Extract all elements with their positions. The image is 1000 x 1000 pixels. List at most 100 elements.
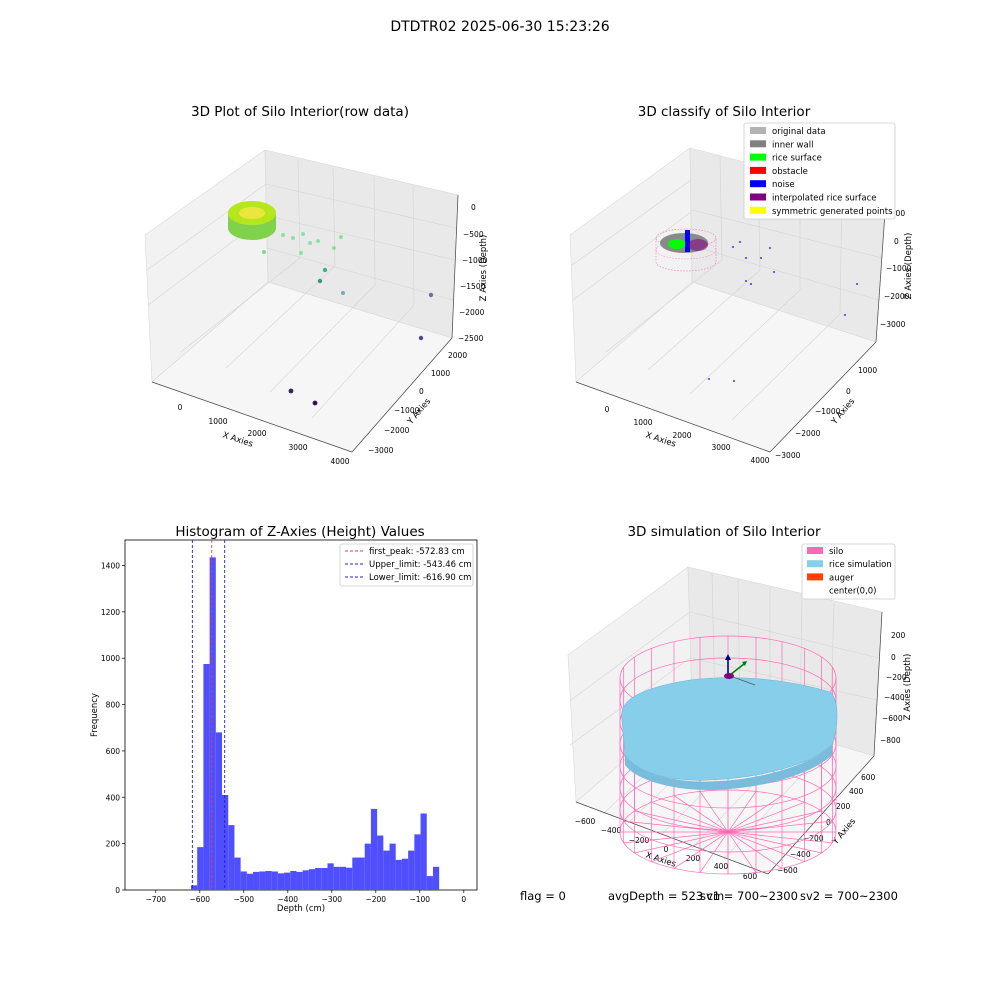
silo-wireframe-mid: [655, 240, 717, 260]
silo-floor-spoke: [623, 820, 833, 844]
histogram-bar: [209, 557, 216, 890]
noise-point: [844, 314, 846, 316]
auger-z-arrow-head: [725, 654, 731, 660]
x-tick: 200: [686, 854, 701, 863]
axis-lines-raw: [151, 194, 459, 453]
rice-surface-edge: [625, 745, 832, 791]
data-point: [281, 233, 285, 237]
z-tick: −500: [463, 230, 484, 239]
y-tick: 2000: [448, 351, 467, 360]
y-tick: −200: [803, 834, 824, 843]
histogram-vlines: [191, 540, 226, 890]
x-tick: −600: [575, 817, 596, 826]
panel-histogram: Histogram of Z-Axies (Height) Values −70…: [90, 524, 478, 914]
noise-column: [685, 230, 690, 252]
interpolated-blob: [688, 239, 708, 251]
legend-classify: original data inner wall rice surface obsta…: [743, 122, 896, 220]
x-tick: 600: [743, 872, 758, 881]
y-tick: 600: [861, 773, 876, 782]
histogram-bar: [234, 857, 241, 890]
y-tick: 0: [826, 818, 831, 827]
histogram-bar: [277, 873, 285, 890]
legend-swatch: [750, 153, 766, 161]
z-tick: 0: [471, 203, 476, 212]
z-tick: −400: [884, 693, 905, 702]
x-tick: 4000: [750, 456, 769, 465]
y-ticks-simulation: −600 −400 −200 0 200 400 600: [777, 773, 876, 875]
x-tick-label: −600: [189, 895, 210, 904]
histogram-bar: [327, 863, 334, 890]
z-tick: −2000: [459, 308, 485, 317]
histogram-bar: [197, 847, 204, 890]
cloud-wall: [228, 213, 276, 240]
histogram-bar: [240, 871, 247, 890]
x-tick: 4000: [330, 457, 349, 466]
legend-label: rice surface: [772, 154, 822, 164]
rice-surface-blob: [668, 239, 686, 249]
x-tick: 1000: [633, 418, 652, 427]
data-point: [288, 388, 294, 394]
legend-label: first_peak: -572.83 cm: [369, 547, 465, 557]
rice-simulation-surface: [621, 677, 838, 791]
data-point: [262, 250, 266, 254]
histogram-bar: [308, 869, 316, 890]
histogram-bar: [432, 866, 440, 890]
z-axis-label-raw: Z Axies (Depth): [479, 235, 489, 302]
x-tick: 1000: [208, 417, 227, 426]
noise-point: [733, 380, 735, 382]
z-tick: −2000: [884, 292, 910, 301]
x-tick: 3000: [288, 443, 307, 452]
panel-classify: 3D classify of Silo Interior 0 1000 2000…: [569, 104, 914, 465]
histogram-bar: [259, 871, 266, 890]
histogram-bars: [191, 557, 440, 890]
histogram-bar: [339, 866, 347, 890]
legend-swatch: [807, 573, 823, 581]
data-point: [312, 400, 318, 406]
histogram-bar: [395, 859, 402, 890]
data-point: [291, 236, 295, 240]
y-tick: −3000: [368, 446, 394, 455]
data-point: [332, 246, 336, 250]
y-tick-label: 200: [106, 840, 121, 849]
histogram-bar: [383, 850, 390, 890]
noise-point: [769, 247, 771, 249]
figure-suptitle: DTDTR02 2025-06-30 15:23:26: [390, 19, 609, 35]
data-point: [317, 278, 323, 284]
x-tick-label: −700: [145, 895, 166, 904]
rice-surface: [621, 677, 838, 781]
histogram-title: Histogram of Z-Axies (Height) Values: [175, 524, 424, 540]
z-axis-label-classify: Z Axies (Depth): [904, 233, 914, 300]
histogram-bar: [377, 835, 384, 890]
auger-marker: [724, 654, 756, 686]
y-tick: −2000: [384, 426, 410, 435]
x-tick-label: −500: [233, 895, 254, 904]
x-tick: 3000: [711, 443, 730, 452]
simulation-title: 3D simulation of Silo Interior: [627, 524, 821, 540]
z-ticks-classify: −3000 −2000 −1000 0 1000: [880, 209, 912, 329]
z-tick: −1000: [462, 256, 488, 265]
z-tick: −800: [880, 736, 901, 745]
y-tick-label: 1200: [101, 608, 120, 617]
panel-raw-data: 3D Plot of Silo Interior(row data) 0 100…: [144, 104, 489, 466]
legend-frame: [743, 122, 896, 220]
legend-label: noise: [772, 180, 795, 190]
y-tick: 1000: [431, 369, 450, 378]
histogram-bar: [346, 867, 353, 890]
y-tick: −2000: [795, 429, 821, 438]
legend-swatch: [807, 560, 823, 568]
box3d-raw: 0 1000 2000 3000 4000 X Axies −3000 −200…: [144, 149, 489, 466]
legend-label: inner wall: [772, 140, 813, 150]
footer-status: flag = 0 avgDepth = 523 cm sv1 = 700~230…: [520, 889, 898, 903]
cloud-inner: [239, 207, 265, 219]
noise-point: [739, 241, 741, 243]
histogram-bar: [203, 664, 210, 890]
z-tick: 1000: [886, 209, 905, 218]
x-ticks-simulation: −600 −400 −200 0 200 400 600: [575, 817, 758, 881]
x-tick: 0: [605, 405, 610, 414]
histogram-bar: [228, 825, 235, 890]
legend-label: Lower_limit: -616.90 cm: [369, 573, 471, 583]
histogram-bar: [246, 873, 254, 890]
y-tick: 0: [419, 387, 424, 396]
noise-point: [745, 280, 747, 282]
legend-simulation: silo rice simulation auger center(0,0): [801, 543, 896, 600]
